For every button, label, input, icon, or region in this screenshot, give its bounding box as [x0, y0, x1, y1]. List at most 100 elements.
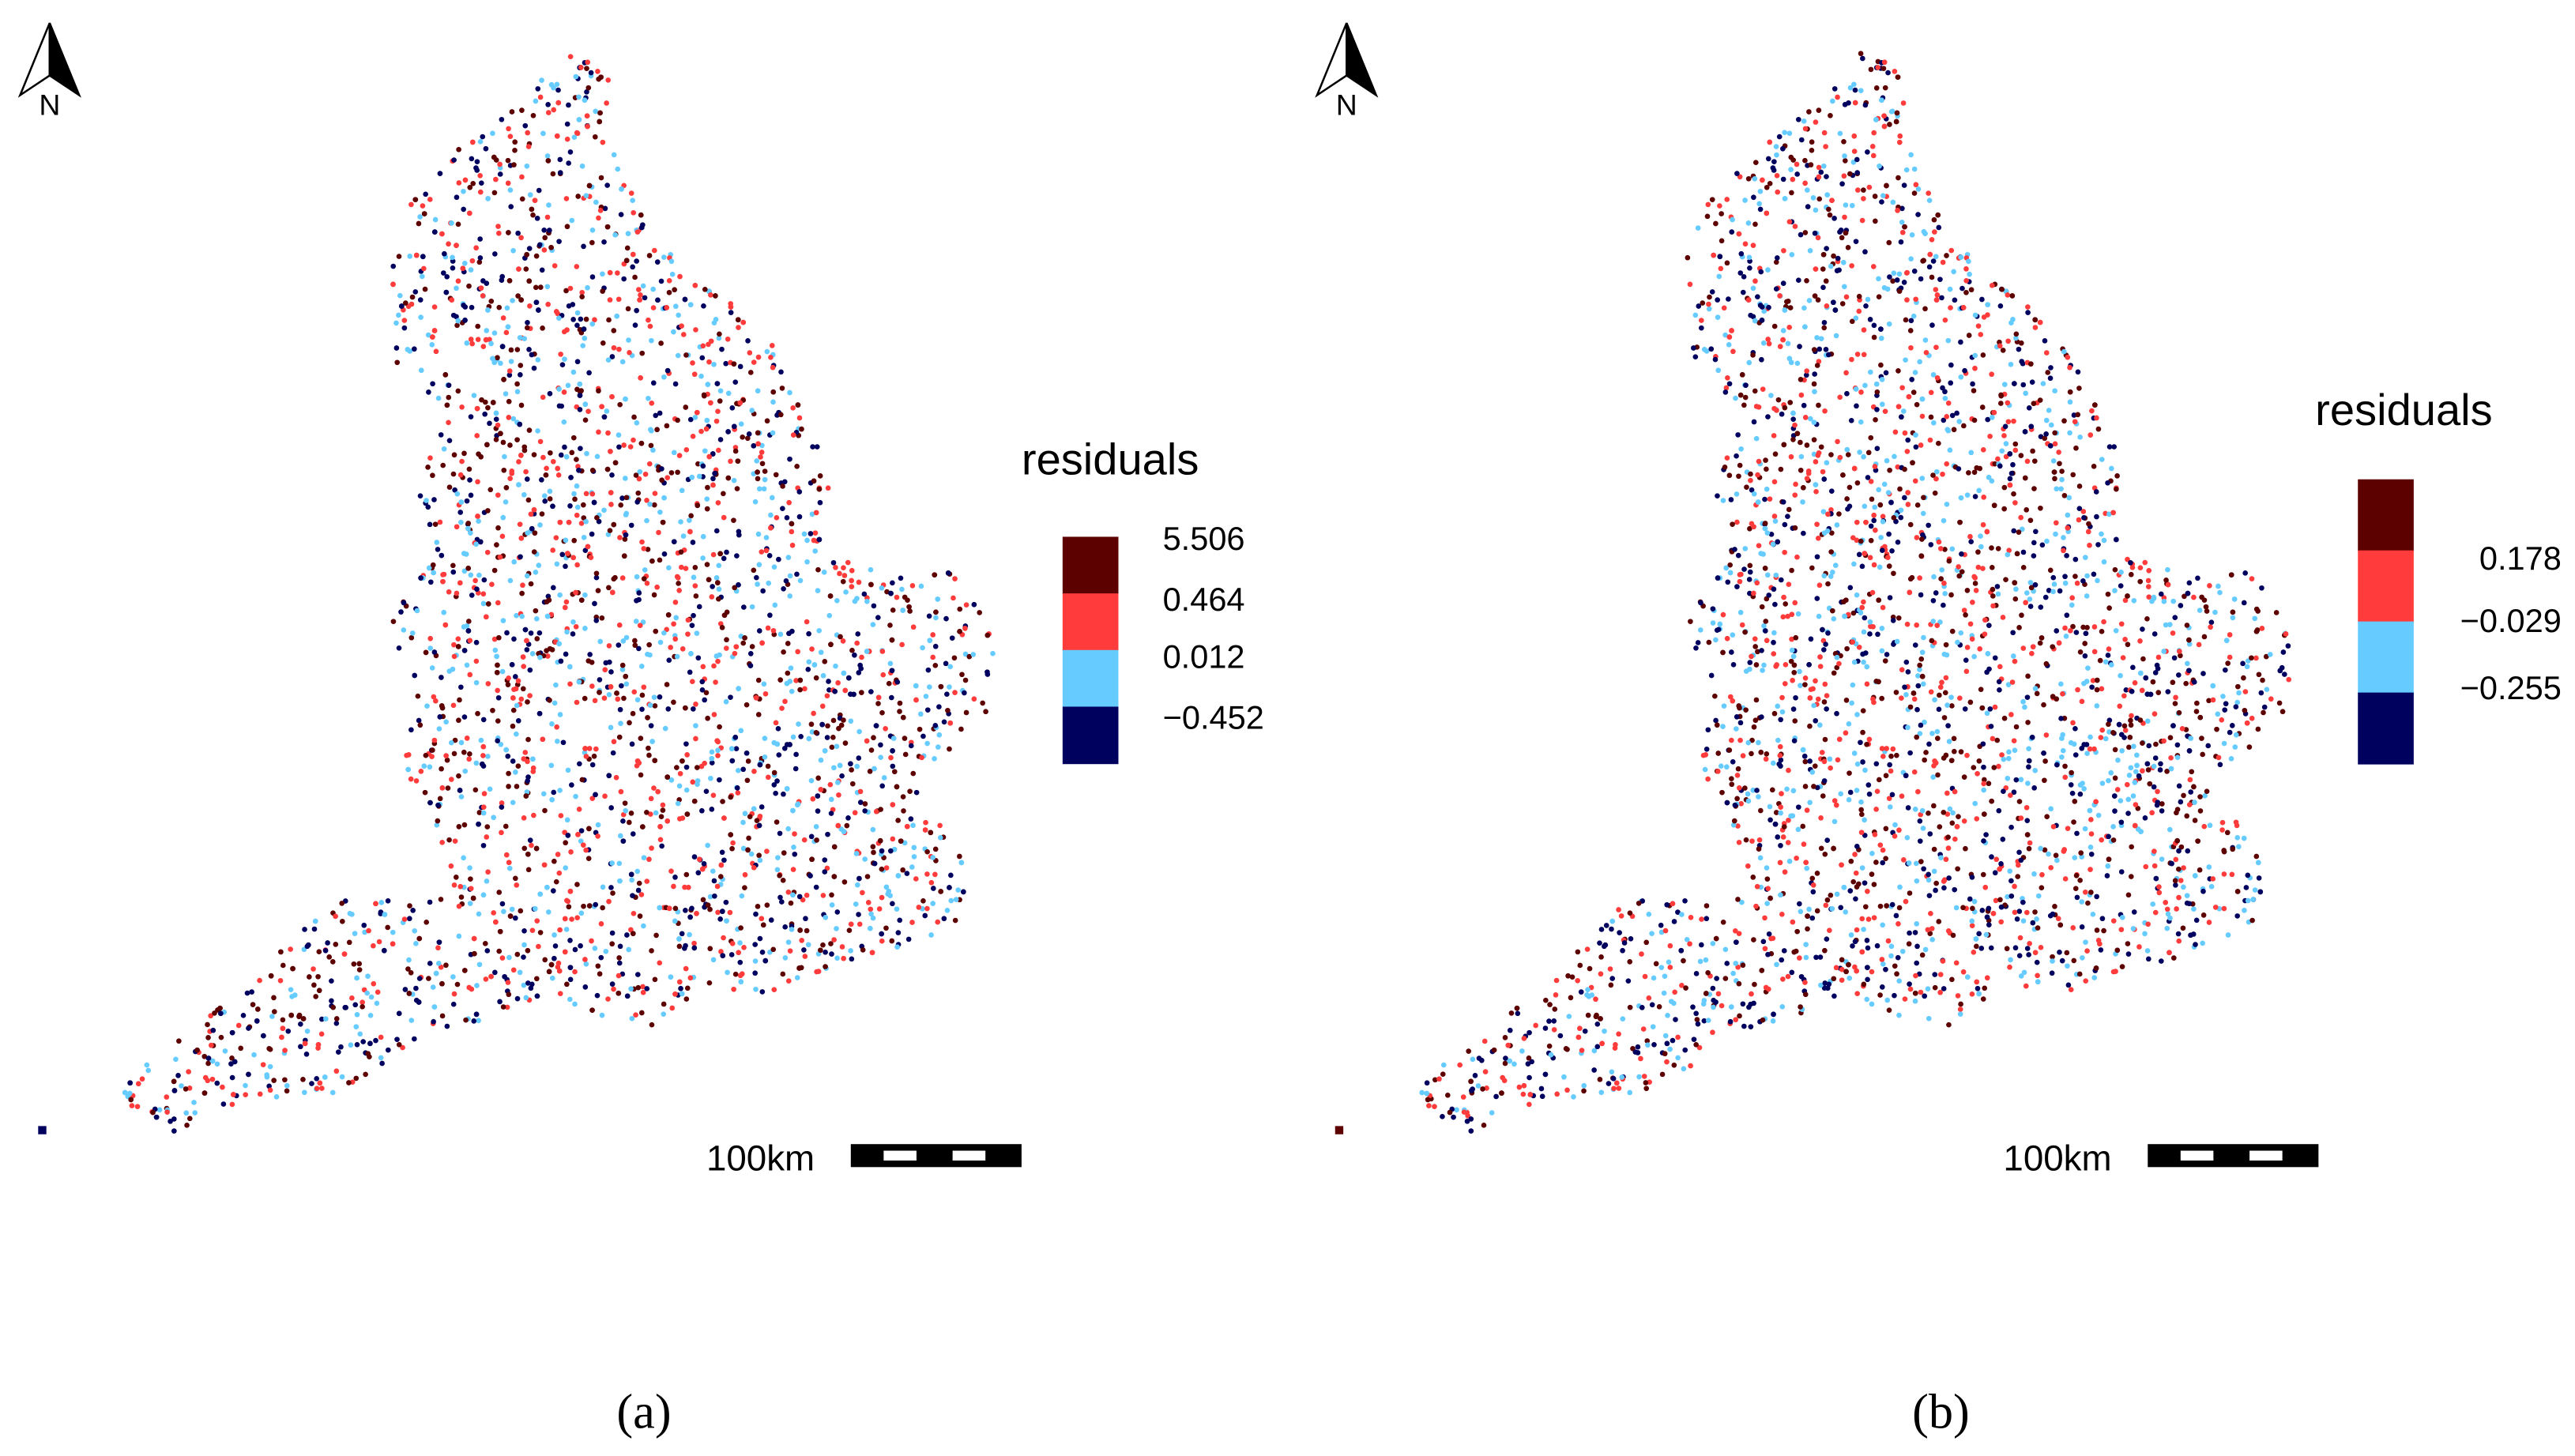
residual-point: [1922, 719, 1927, 725]
residual-point: [467, 901, 473, 906]
residual-point: [751, 359, 757, 365]
residual-point: [535, 86, 541, 92]
residual-point: [1874, 788, 1880, 795]
residual-point: [823, 914, 829, 920]
residual-point: [175, 1073, 181, 1078]
residual-point: [563, 537, 569, 544]
residual-point: [1713, 637, 1719, 643]
residual-point: [1951, 748, 1957, 754]
residual-point: [659, 466, 664, 472]
residual-point: [498, 741, 504, 747]
residual-point: [2023, 507, 2030, 513]
residual-point: [1762, 946, 1768, 952]
residual-point: [909, 864, 915, 870]
residual-point: [1942, 690, 1948, 696]
residual-point: [682, 884, 687, 890]
residual-point: [1995, 546, 2001, 551]
residual-point: [537, 654, 543, 660]
residual-point: [1619, 1074, 1625, 1080]
residual-point: [495, 718, 501, 724]
residual-point: [738, 728, 744, 734]
residual-point: [1785, 613, 1790, 619]
residual-point: [759, 640, 765, 646]
residual-point: [1729, 229, 1735, 235]
residual-point: [1857, 450, 1862, 455]
residual-point: [311, 982, 317, 988]
residual-point: [449, 297, 455, 303]
residual-point: [616, 973, 622, 979]
residual-point: [555, 310, 561, 317]
residual-point: [529, 927, 536, 934]
residual-point: [2038, 944, 2044, 950]
residual-point: [1884, 997, 1891, 1003]
residual-point: [454, 194, 460, 201]
residual-point: [620, 818, 626, 824]
residual-point: [495, 492, 501, 498]
residual-point: [890, 580, 895, 586]
residual-point: [1926, 198, 1933, 204]
residual-point: [1859, 217, 1865, 224]
residual-point: [524, 647, 530, 653]
residual-point: [611, 328, 617, 333]
residual-point: [1981, 495, 1987, 500]
residual-point: [1879, 401, 1885, 408]
residual-point: [594, 992, 600, 999]
residual-point: [626, 337, 631, 343]
residual-point: [2151, 763, 2157, 769]
residual-point: [705, 842, 710, 848]
residual-point: [2020, 382, 2027, 388]
residual-point: [1862, 503, 1868, 510]
residual-point: [2003, 577, 2008, 582]
residual-point: [1516, 1084, 1523, 1090]
residual-point: [2243, 885, 2249, 890]
residual-point: [728, 952, 735, 957]
residual-point: [495, 694, 502, 701]
residual-point: [438, 897, 444, 902]
residual-point: [805, 666, 811, 672]
residual-point: [1956, 814, 1961, 820]
residual-point: [687, 669, 693, 675]
residual-point: [668, 645, 673, 650]
residual-point: [487, 786, 493, 792]
residual-point: [675, 417, 680, 423]
residual-point: [1897, 486, 1903, 492]
residual-point: [683, 404, 689, 410]
residual-point: [593, 746, 599, 752]
residual-point: [2027, 580, 2034, 585]
residual-point: [789, 688, 795, 694]
residual-point: [1977, 465, 1983, 472]
residual-point: [738, 925, 744, 931]
residual-point: [615, 696, 621, 702]
residual-point: [522, 750, 529, 755]
residual-point: [1897, 133, 1903, 139]
residual-point: [1681, 957, 1686, 964]
residual-point: [585, 284, 590, 291]
residual-point: [465, 566, 472, 571]
residual-point: [1860, 708, 1866, 714]
residual-point: [936, 704, 942, 710]
residual-point: [637, 623, 643, 628]
residual-point: [1724, 455, 1730, 461]
residual-point: [897, 709, 902, 714]
residual-point: [725, 336, 731, 342]
residual-point: [462, 318, 468, 323]
residual-point: [1930, 803, 1937, 809]
residual-point: [407, 348, 413, 354]
residual-point: [856, 579, 862, 585]
residual-point: [173, 1056, 179, 1063]
residual-point: [900, 714, 906, 720]
residual-point: [634, 258, 639, 264]
residual-point: [533, 284, 539, 291]
residual-point: [1912, 807, 1918, 812]
residual-point: [1778, 892, 1783, 898]
residual-point: [1675, 909, 1681, 915]
residual-point: [1873, 218, 1878, 224]
residual-point: [551, 789, 557, 796]
residual-point: [1727, 562, 1733, 568]
residual-point: [646, 395, 651, 401]
residual-point: [416, 999, 422, 1005]
residual-point: [2046, 851, 2051, 857]
residual-point: [873, 723, 879, 728]
residual-point: [229, 1101, 235, 1108]
residual-point: [1782, 521, 1788, 528]
